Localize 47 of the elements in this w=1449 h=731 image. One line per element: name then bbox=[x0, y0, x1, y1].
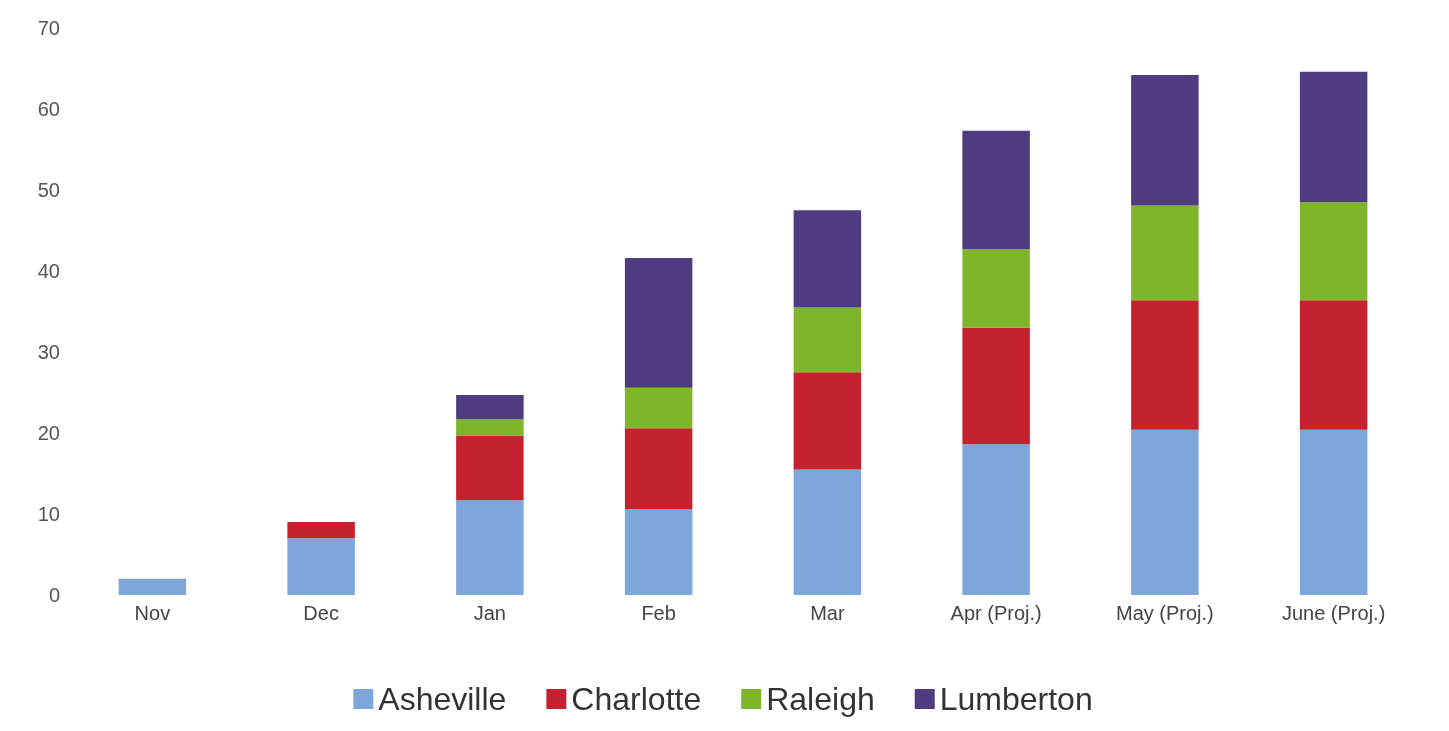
legend-label: Asheville bbox=[378, 681, 507, 717]
bar bbox=[1131, 300, 1199, 430]
bar bbox=[287, 522, 355, 539]
y-tick-label: 30 bbox=[37, 341, 60, 363]
y-tick-label: 20 bbox=[37, 422, 60, 444]
x-tick-label: Mar bbox=[810, 602, 845, 624]
bar bbox=[793, 469, 862, 595]
x-tick-label: Dec bbox=[303, 602, 339, 624]
y-tick-label: 50 bbox=[37, 179, 60, 201]
bar bbox=[962, 444, 1030, 595]
bar bbox=[1131, 429, 1199, 595]
bar bbox=[118, 578, 187, 595]
x-tick-label: May (Proj.) bbox=[1115, 602, 1214, 624]
bar bbox=[287, 538, 355, 595]
bar bbox=[456, 394, 524, 420]
x-tick-label: June (Proj.) bbox=[1281, 602, 1386, 624]
bar bbox=[624, 258, 693, 388]
legend-label: Raleigh bbox=[766, 681, 875, 717]
bar bbox=[624, 509, 693, 595]
y-tick-label: 10 bbox=[37, 503, 60, 525]
bar bbox=[962, 130, 1030, 250]
bar bbox=[962, 249, 1030, 328]
bar bbox=[1299, 202, 1368, 301]
bar bbox=[456, 500, 524, 595]
bar bbox=[793, 307, 862, 373]
bar bbox=[793, 372, 862, 470]
bar bbox=[624, 428, 693, 510]
bar bbox=[1131, 205, 1199, 301]
y-tick-label: 60 bbox=[37, 98, 60, 120]
x-tick-label: Feb bbox=[641, 602, 676, 624]
bar bbox=[962, 327, 1030, 445]
bar bbox=[456, 435, 524, 501]
bar bbox=[1299, 71, 1368, 203]
x-tick-label: Nov bbox=[134, 602, 171, 624]
y-tick-label: 70 bbox=[37, 17, 60, 39]
bar bbox=[793, 210, 862, 308]
legend-label: Charlotte bbox=[571, 681, 702, 717]
legend-label: Lumberton bbox=[939, 681, 1093, 717]
bar bbox=[1299, 300, 1368, 430]
x-tick-label: Apr (Proj.) bbox=[950, 602, 1042, 624]
x-tick-label: Jan bbox=[473, 602, 506, 624]
y-tick-label: 0 bbox=[48, 584, 60, 606]
bar bbox=[1299, 429, 1368, 595]
bar bbox=[624, 387, 693, 429]
y-tick-label: 40 bbox=[37, 260, 60, 282]
bar bbox=[1131, 74, 1199, 206]
bar bbox=[456, 419, 524, 436]
